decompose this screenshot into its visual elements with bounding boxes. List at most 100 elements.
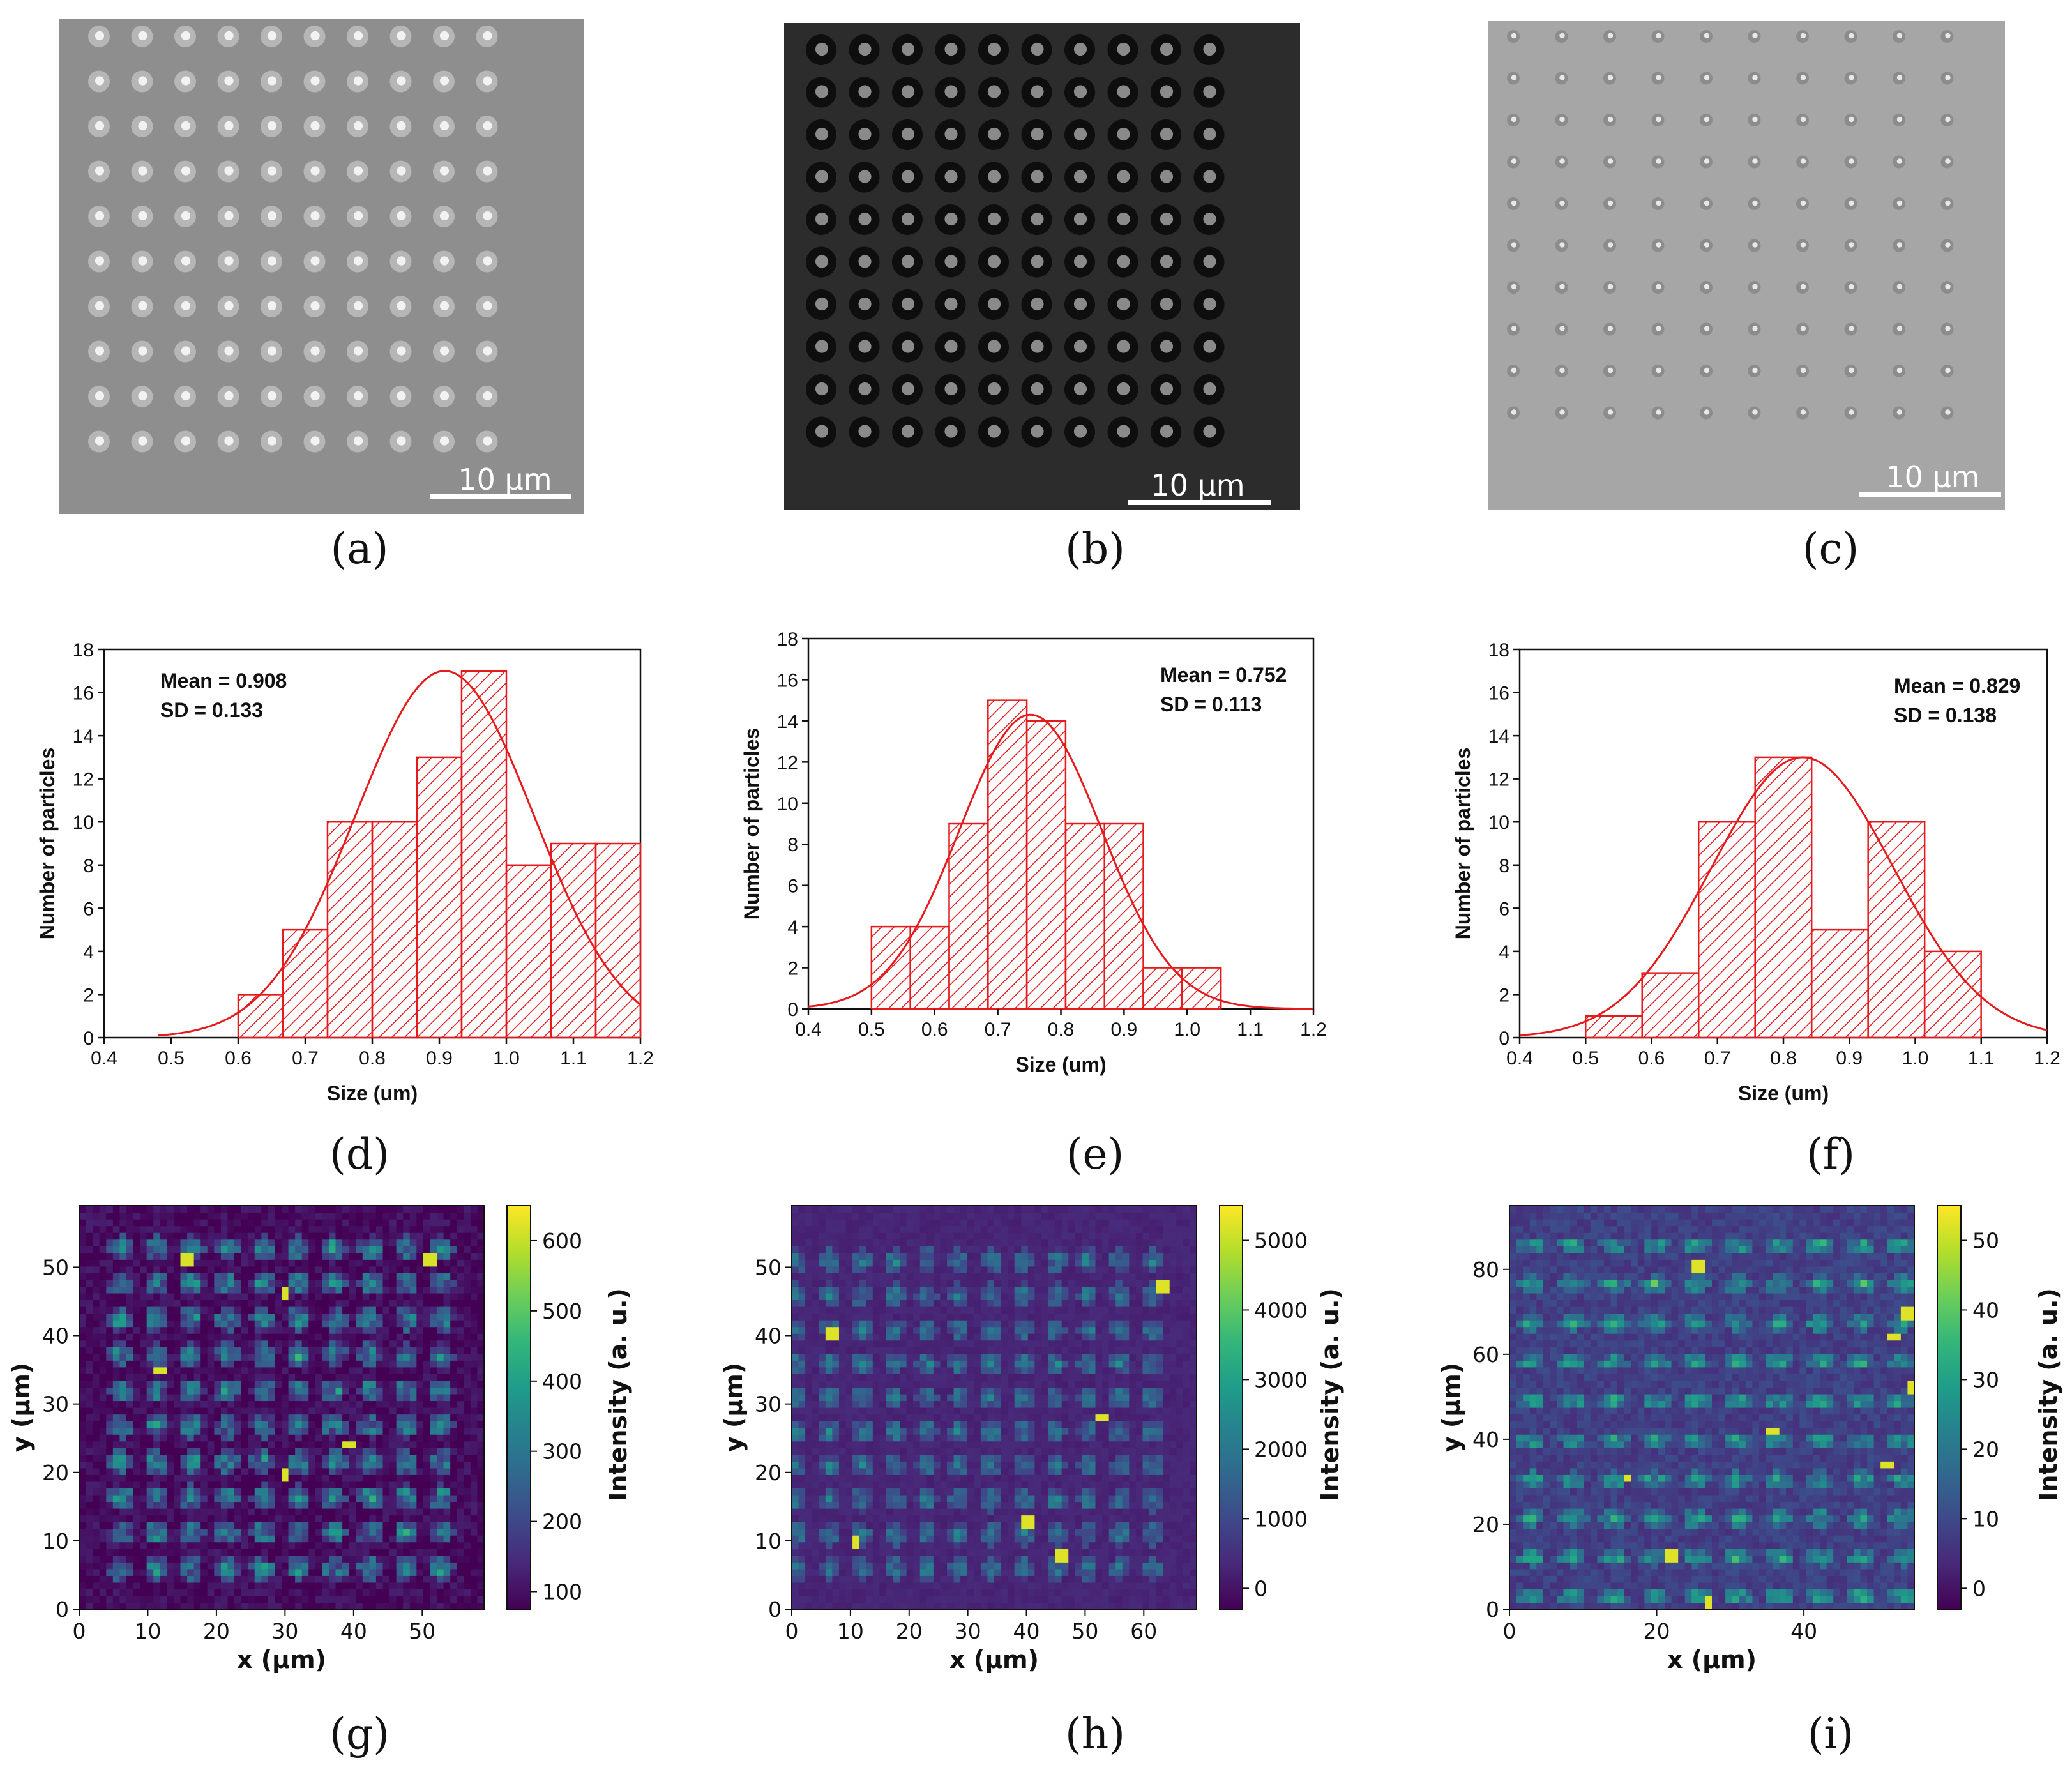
heatmap-cell (153, 1454, 161, 1462)
heatmap-cell (146, 1387, 154, 1395)
heatmap-cell (335, 1582, 343, 1589)
heatmap-cell (947, 1541, 955, 1549)
heatmap-cell (403, 1528, 411, 1536)
heatmap-cell (160, 1259, 167, 1267)
heatmap-cell (322, 1333, 329, 1341)
heatmap-cell (403, 1501, 411, 1509)
heatmap-cell (207, 1494, 215, 1503)
heatmap-cell (389, 1494, 397, 1503)
sem-dot-core (1031, 127, 1044, 141)
heatmap-cell (342, 1407, 350, 1415)
heatmap-cell (464, 1286, 471, 1294)
heatmap-cell (146, 1494, 154, 1503)
heatmap-cell (160, 1246, 167, 1253)
sem-dot-core (224, 76, 234, 86)
heatmap-cell (423, 1474, 431, 1482)
heatmap-cell (893, 1595, 900, 1603)
heatmap-cell (409, 1421, 417, 1428)
heatmap-cell (356, 1246, 363, 1253)
heatmap-cell (79, 1333, 87, 1341)
heatmap-cell (322, 1299, 329, 1307)
heatmap-cell (362, 1461, 370, 1469)
heatmap-cell (845, 1568, 853, 1576)
heatmap-cell (396, 1387, 404, 1395)
heatmap-cell (282, 1299, 289, 1307)
heatmap-cell (409, 1448, 417, 1455)
heatmap-cell (342, 1353, 350, 1361)
heatmap-cell (375, 1360, 384, 1368)
heatmap-cell (248, 1400, 255, 1408)
heatmap-cell (234, 1434, 242, 1442)
heatmap-cell (146, 1353, 154, 1361)
heatmap-cell (423, 1225, 431, 1233)
heatmap-cell (126, 1427, 134, 1435)
heatmap-cell (443, 1494, 451, 1503)
heatmap-cell (349, 1589, 356, 1596)
heatmap-cell (106, 1393, 114, 1402)
heatmap-cell (389, 1528, 397, 1536)
heatmap-cell (900, 1582, 907, 1589)
histogram-bar (909, 925, 950, 1010)
heatmap-cell (409, 1441, 417, 1448)
heatmap-cell (919, 1562, 927, 1570)
heatmap-cell (994, 1575, 1002, 1583)
heatmap-cell (241, 1340, 248, 1347)
heatmap-cell (308, 1589, 316, 1596)
heatmap-cell (106, 1555, 114, 1563)
heatmap-cell (335, 1374, 343, 1381)
heatmap-cell (173, 1549, 181, 1556)
heatmap-cell (893, 1555, 900, 1563)
heatmap-cell (180, 1212, 188, 1220)
heatmap-cell (457, 1568, 464, 1576)
heatmap-cell (187, 1266, 195, 1273)
heatmap-cell (430, 1333, 437, 1341)
sem-dot-core (944, 212, 958, 226)
heatmap-cell (220, 1232, 229, 1240)
heatmap-cell (356, 1448, 363, 1455)
heatmap-cell (477, 1528, 485, 1536)
heatmap-cell (133, 1421, 140, 1428)
heatmap-cell (153, 1595, 161, 1603)
heatmap-cell (1156, 1582, 1163, 1589)
scale-bar (430, 494, 571, 499)
heatmap-cell (200, 1353, 208, 1361)
heatmap-cell (335, 1454, 343, 1462)
heatmap-cell (119, 1501, 127, 1509)
heatmap-cell (389, 1568, 397, 1576)
heatmap-cell (362, 1427, 370, 1435)
heatmap-cell (1008, 1575, 1015, 1583)
heatmap-cell (450, 1595, 458, 1603)
heatmap-cell (167, 1427, 174, 1435)
heatmap-cell (893, 1549, 900, 1556)
heatmap-cell (423, 1488, 431, 1496)
heatmap-cell (322, 1421, 329, 1428)
heatmap-cell (282, 1414, 289, 1421)
heatmap-cell (193, 1467, 201, 1475)
heatmap-cell (146, 1501, 154, 1509)
heatmap-cell (1075, 1602, 1082, 1610)
heatmap-cell (261, 1225, 269, 1233)
heatmap-cell (792, 1549, 799, 1556)
heatmap-cell (315, 1225, 322, 1233)
heatmap-cell (180, 1353, 188, 1361)
heatmap-cell (980, 1595, 988, 1603)
heatmap-cell (254, 1602, 262, 1610)
heatmap-cell (207, 1353, 215, 1361)
heatmap-cell (947, 1562, 955, 1570)
heatmap-cell (342, 1595, 350, 1603)
heatmap-cell (133, 1474, 140, 1482)
heatmap-cell (193, 1266, 201, 1273)
heatmap-cell (872, 1568, 880, 1576)
heatmap-cell (396, 1454, 404, 1462)
heatmap-cell (369, 1448, 377, 1455)
histogram-e: 0.4 0.5 0.6 0.7 0.8 0.9 1.0 1.1 1.20246810121416… (740, 629, 1327, 1076)
heatmap-cell (133, 1259, 140, 1267)
heatmap-cell (315, 1441, 322, 1448)
heatmap-cell (382, 1541, 390, 1549)
heatmap-cell (477, 1602, 485, 1610)
sem-dot-core (815, 425, 829, 438)
heatmap-cell (1014, 1562, 1022, 1570)
heatmap-cell (369, 1347, 377, 1354)
heatmap-cell (79, 1541, 87, 1549)
sem-dot-core (1704, 158, 1710, 164)
